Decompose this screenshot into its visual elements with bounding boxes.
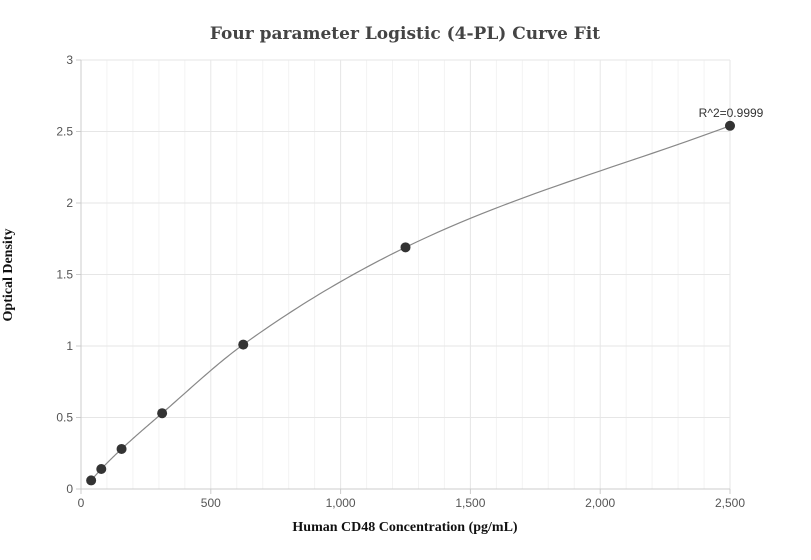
x-tick-label: 0	[78, 496, 85, 510]
y-axis-title: Optical Density	[1, 229, 16, 322]
x-tick-label: 500	[201, 496, 221, 510]
y-tick-label: 3	[66, 53, 73, 67]
data-point	[725, 120, 735, 131]
data-point	[96, 463, 107, 474]
y-tick-label: 2	[66, 196, 73, 210]
x-axis-title: Human CD48 Concentration (pg/mL)	[292, 520, 518, 535]
axes: 0 500 1,000 1,500 2,000 2,500 0 0.5 1 1.5 2 2.5 3	[56, 53, 745, 510]
chart-title: Four parameter Logistic (4-PL) Curve Fit	[210, 24, 600, 44]
x-tick-label: 1,000	[326, 496, 356, 510]
data-point	[86, 475, 97, 486]
data-point	[400, 242, 411, 253]
data-points	[86, 120, 735, 486]
grid	[80, 59, 731, 490]
annotations: R^2=0.9999	[699, 106, 764, 120]
data-point	[157, 408, 168, 419]
data-point	[238, 339, 249, 350]
y-tick-label: 1	[66, 339, 73, 353]
y-tick-label: 0.5	[56, 411, 73, 425]
fit-curve	[90, 125, 731, 481]
fit-curve-layer	[90, 125, 731, 481]
y-tick-label: 0	[66, 482, 73, 496]
data-point	[116, 443, 127, 454]
x-tick-label: 1,500	[455, 496, 485, 510]
x-tick-label: 2,000	[585, 496, 615, 510]
y-tick-label: 1.5	[56, 268, 73, 282]
y-tick-label: 2.5	[56, 125, 73, 139]
x-tick-label: 2,500	[715, 496, 745, 510]
r-squared-label: R^2=0.9999	[699, 106, 764, 120]
